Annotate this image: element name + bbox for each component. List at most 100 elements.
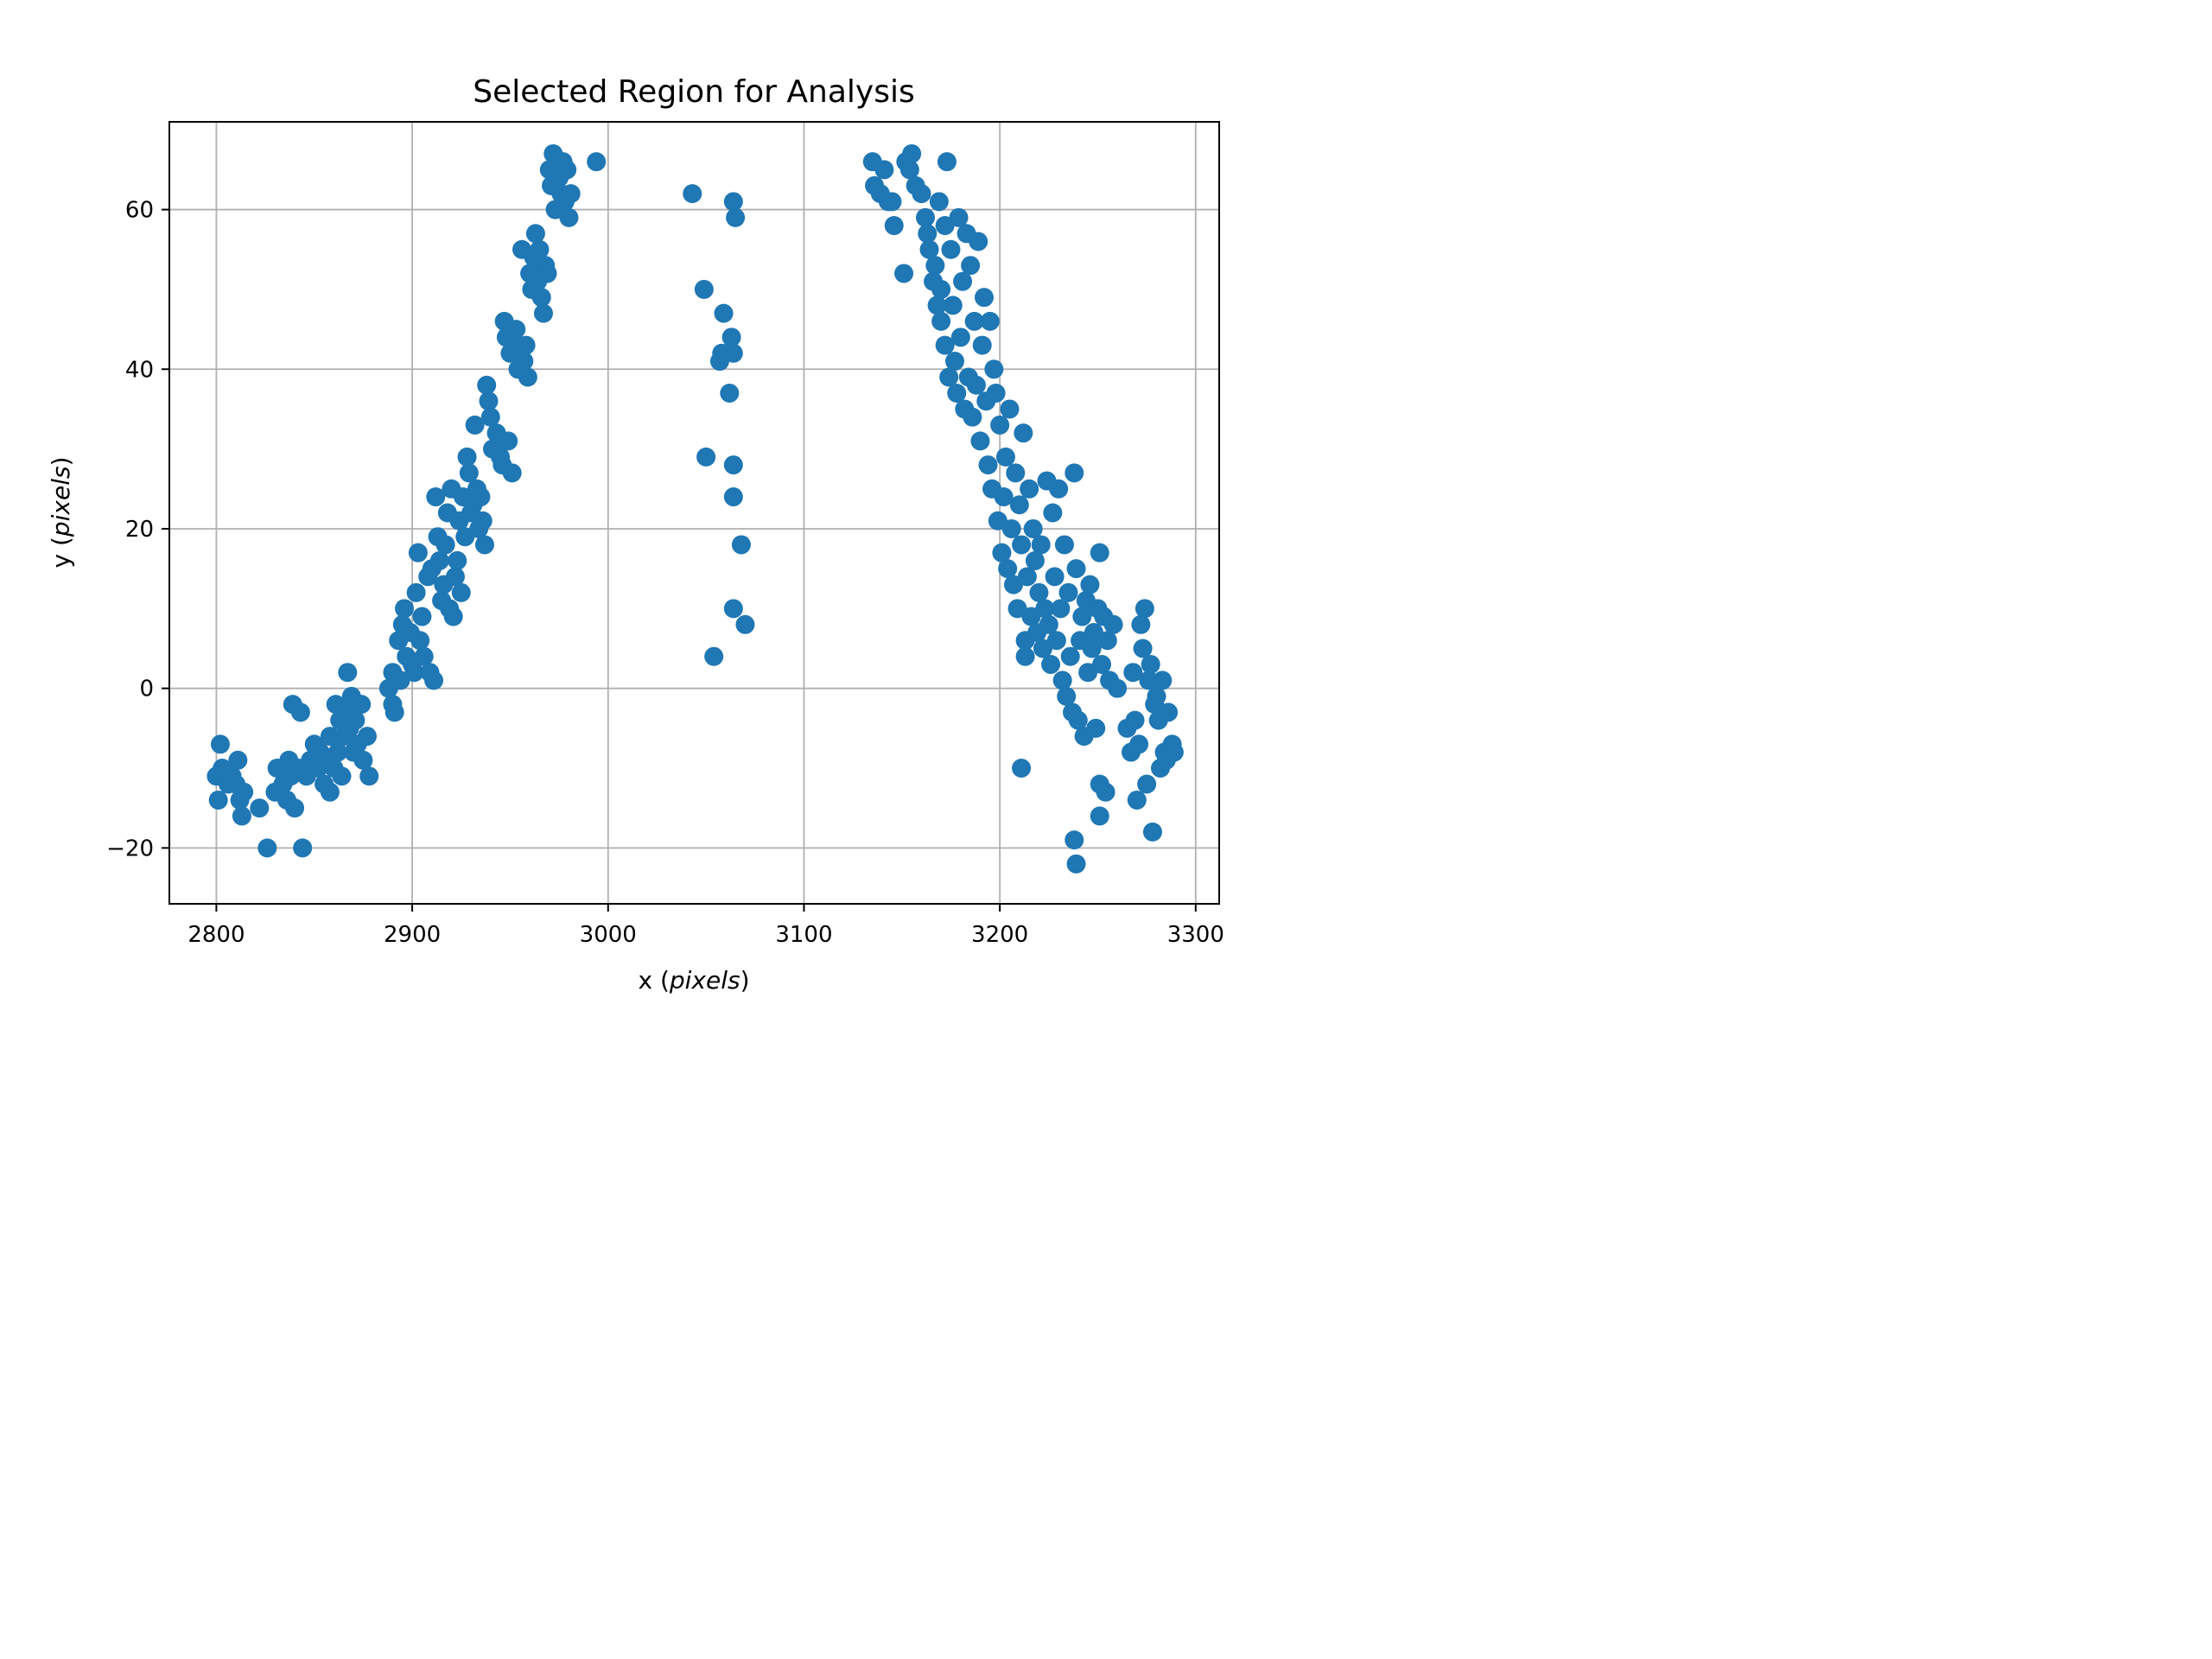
scatter-chart: Selected Region for Analysis 2800 2900 300… [47,74,1224,995]
data-point [953,271,973,291]
data-point [514,352,534,372]
data-point [1066,559,1086,579]
data-point [1058,582,1078,602]
data-point [429,550,449,570]
data-point [1141,654,1160,674]
data-point [1014,423,1033,443]
data-point [1060,646,1080,666]
data-point [927,296,947,315]
data-point [1033,639,1052,658]
data-point [935,335,955,355]
data-point [935,216,955,236]
data-point [995,447,1015,467]
data-point [395,599,415,619]
data-point [1054,535,1074,555]
data-point [1133,639,1153,658]
data-point [471,487,491,507]
data-point [451,582,471,602]
data-point [332,766,352,786]
data-point [1039,614,1058,634]
data-point [683,184,702,204]
data-point [408,543,428,563]
data-point [1084,623,1103,643]
y-axis-label: y (pixels) [47,456,75,568]
y-tick-label: 40 [125,357,154,383]
data-point [720,383,740,403]
data-point [970,431,990,451]
data-point [1066,854,1086,874]
x-axis-label: x (pixels) [638,966,749,995]
data-point [731,535,751,555]
data-point [1065,830,1084,850]
data-point [1023,518,1043,538]
data-point [929,192,949,212]
data-point [443,607,463,626]
data-point [561,184,581,204]
data-point [950,327,970,347]
data-point [915,207,935,227]
data-point [939,367,959,387]
data-point [391,671,410,690]
data-point [426,487,446,507]
y-tick-label: 60 [125,198,154,224]
data-point [919,239,939,259]
data-point [984,359,1004,379]
data-point [947,383,967,403]
x-axis: 2800 2900 3000 3100 3200 3300 [188,904,1224,948]
data-point [412,607,432,626]
data-point [978,455,998,475]
plot-frame [168,121,1220,905]
data-point [1009,495,1029,515]
data-point [1153,671,1173,690]
data-points [207,143,1184,874]
data-point [474,535,494,555]
data-point [714,303,734,323]
data-point [250,798,270,818]
data-point [912,184,931,204]
data-point [506,320,526,340]
data-point [455,527,475,547]
data-point [1090,806,1109,826]
data-point [943,296,963,315]
data-point [696,447,716,467]
x-tick-label: 3100 [775,922,832,948]
data-point [537,264,557,283]
data-point [937,152,957,172]
x-tick-label: 3300 [1167,922,1224,948]
data-point [359,766,379,786]
data-point [290,702,310,722]
data-point [894,264,914,283]
data-point [723,455,743,475]
y-tick-label: 0 [139,677,154,702]
data-point [1086,718,1106,738]
data-point [704,646,724,666]
data-point [1000,399,1020,419]
data-point [963,407,982,427]
x-tick-label: 3200 [971,922,1028,948]
data-point [448,550,467,570]
data-point [525,224,545,244]
data-point [931,311,951,331]
data-point [530,239,550,259]
data-point [320,782,340,802]
data-point [884,216,904,236]
data-point [445,567,465,587]
data-point [966,375,986,395]
data-point [1012,535,1032,555]
data-point [531,288,551,308]
data-point [721,327,741,347]
data-point [477,375,497,395]
data-point [346,710,365,730]
data-point [208,790,228,810]
data-point [1057,686,1077,706]
data-point [1003,575,1023,594]
data-point [1035,599,1055,619]
x-tick-label: 3000 [580,922,637,948]
data-point [1142,822,1162,842]
data-point [899,160,919,180]
data-point [257,838,277,858]
data-point [1001,518,1021,538]
data-point [1007,599,1027,619]
data-point [1137,774,1157,794]
data-point [210,734,230,754]
